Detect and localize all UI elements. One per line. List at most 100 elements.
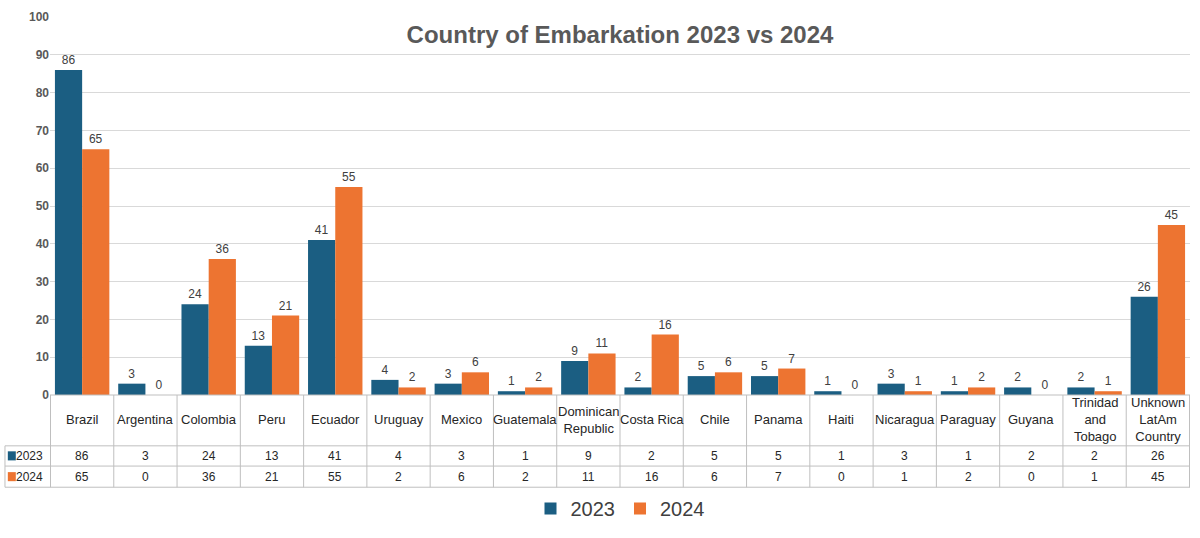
svg-text:Argentina: Argentina bbox=[117, 412, 173, 427]
svg-text:7: 7 bbox=[775, 470, 782, 484]
svg-text:6: 6 bbox=[472, 355, 479, 369]
svg-text:TrinidadandTobago: TrinidadandTobago bbox=[1072, 395, 1118, 444]
svg-text:5: 5 bbox=[775, 449, 782, 463]
svg-text:65: 65 bbox=[75, 470, 89, 484]
svg-text:Nicaragua: Nicaragua bbox=[875, 412, 935, 427]
svg-text:DominicanRepublic: DominicanRepublic bbox=[558, 404, 619, 436]
svg-text:21: 21 bbox=[265, 470, 279, 484]
svg-text:1: 1 bbox=[951, 374, 958, 388]
svg-text:2024: 2024 bbox=[16, 470, 43, 484]
svg-text:86: 86 bbox=[75, 449, 89, 463]
svg-text:Country of Embarkation 2023 vs: Country of Embarkation 2023 vs 2024 bbox=[407, 21, 834, 48]
svg-text:2: 2 bbox=[522, 470, 529, 484]
svg-text:Uruguay: Uruguay bbox=[374, 412, 424, 427]
svg-text:11: 11 bbox=[596, 336, 609, 350]
svg-text:90: 90 bbox=[36, 48, 50, 62]
svg-text:70: 70 bbox=[36, 124, 50, 138]
svg-text:13: 13 bbox=[265, 449, 279, 463]
svg-text:5: 5 bbox=[711, 449, 718, 463]
svg-text:Panama: Panama bbox=[754, 412, 803, 427]
svg-text:41: 41 bbox=[315, 223, 329, 237]
svg-text:0: 0 bbox=[838, 470, 845, 484]
svg-text:1: 1 bbox=[508, 374, 515, 388]
svg-text:10: 10 bbox=[36, 350, 50, 364]
svg-text:55: 55 bbox=[342, 170, 356, 184]
svg-text:2: 2 bbox=[535, 370, 542, 384]
svg-text:Colombia: Colombia bbox=[181, 412, 237, 427]
svg-text:2023: 2023 bbox=[16, 449, 43, 463]
svg-text:Costa Rica: Costa Rica bbox=[620, 412, 684, 427]
svg-text:6: 6 bbox=[725, 355, 732, 369]
svg-text:4: 4 bbox=[395, 449, 402, 463]
svg-text:1: 1 bbox=[901, 470, 908, 484]
svg-text:9: 9 bbox=[585, 449, 592, 463]
svg-text:2: 2 bbox=[965, 470, 972, 484]
svg-text:86: 86 bbox=[62, 53, 76, 67]
svg-text:6: 6 bbox=[458, 470, 465, 484]
svg-text:13: 13 bbox=[252, 329, 266, 343]
svg-text:2: 2 bbox=[1028, 449, 1035, 463]
svg-text:2023: 2023 bbox=[571, 498, 616, 520]
svg-text:24: 24 bbox=[188, 287, 202, 301]
svg-text:UnknownLatAmCountry: UnknownLatAmCountry bbox=[1131, 395, 1185, 444]
svg-text:36: 36 bbox=[202, 470, 216, 484]
svg-text:Chile: Chile bbox=[700, 412, 730, 427]
svg-text:0: 0 bbox=[852, 378, 859, 392]
svg-text:Brazil: Brazil bbox=[66, 412, 99, 427]
svg-text:24: 24 bbox=[202, 449, 216, 463]
svg-text:0: 0 bbox=[156, 378, 163, 392]
svg-text:45: 45 bbox=[1165, 208, 1179, 222]
svg-text:2: 2 bbox=[978, 370, 985, 384]
svg-text:0: 0 bbox=[42, 388, 49, 402]
svg-text:0: 0 bbox=[142, 470, 149, 484]
svg-text:1: 1 bbox=[965, 449, 972, 463]
svg-text:45: 45 bbox=[1151, 470, 1165, 484]
svg-text:4: 4 bbox=[381, 363, 388, 377]
svg-text:2: 2 bbox=[635, 370, 642, 384]
svg-text:0: 0 bbox=[1041, 378, 1048, 392]
svg-text:1: 1 bbox=[824, 374, 831, 388]
svg-text:3: 3 bbox=[458, 449, 465, 463]
svg-text:Guyana: Guyana bbox=[1008, 412, 1054, 427]
svg-text:Mexico: Mexico bbox=[441, 412, 482, 427]
svg-text:3: 3 bbox=[142, 449, 149, 463]
svg-text:1: 1 bbox=[1105, 374, 1112, 388]
svg-text:2: 2 bbox=[409, 370, 416, 384]
svg-text:0: 0 bbox=[1028, 470, 1035, 484]
svg-text:2: 2 bbox=[1091, 449, 1098, 463]
svg-text:55: 55 bbox=[328, 470, 342, 484]
svg-text:20: 20 bbox=[36, 313, 50, 327]
svg-text:11: 11 bbox=[582, 470, 595, 484]
svg-text:Paraguay: Paraguay bbox=[940, 412, 996, 427]
svg-text:30: 30 bbox=[36, 275, 50, 289]
svg-text:1: 1 bbox=[915, 374, 922, 388]
svg-text:Guatemala: Guatemala bbox=[493, 412, 557, 427]
svg-text:7: 7 bbox=[788, 352, 795, 366]
svg-text:3: 3 bbox=[445, 367, 452, 381]
svg-text:9: 9 bbox=[571, 344, 578, 358]
svg-text:3: 3 bbox=[901, 449, 908, 463]
svg-text:1: 1 bbox=[1091, 470, 1098, 484]
svg-text:2: 2 bbox=[1077, 370, 1084, 384]
svg-text:1: 1 bbox=[838, 449, 845, 463]
svg-text:41: 41 bbox=[328, 449, 342, 463]
svg-text:2: 2 bbox=[648, 449, 655, 463]
svg-text:26: 26 bbox=[1151, 449, 1165, 463]
svg-text:21: 21 bbox=[279, 299, 293, 313]
svg-text:36: 36 bbox=[215, 242, 229, 256]
svg-text:2: 2 bbox=[395, 470, 402, 484]
svg-text:26: 26 bbox=[1137, 280, 1151, 294]
svg-text:2024: 2024 bbox=[660, 498, 705, 520]
svg-text:6: 6 bbox=[711, 470, 718, 484]
svg-text:3: 3 bbox=[128, 367, 135, 381]
svg-text:Haiti: Haiti bbox=[828, 412, 854, 427]
svg-text:40: 40 bbox=[36, 237, 50, 251]
svg-text:5: 5 bbox=[698, 359, 705, 373]
svg-text:16: 16 bbox=[658, 318, 672, 332]
svg-text:3: 3 bbox=[888, 367, 895, 381]
svg-text:16: 16 bbox=[645, 470, 659, 484]
svg-text:65: 65 bbox=[89, 132, 103, 146]
svg-text:50: 50 bbox=[36, 199, 50, 213]
svg-text:Peru: Peru bbox=[258, 412, 285, 427]
svg-text:2: 2 bbox=[1014, 370, 1021, 384]
